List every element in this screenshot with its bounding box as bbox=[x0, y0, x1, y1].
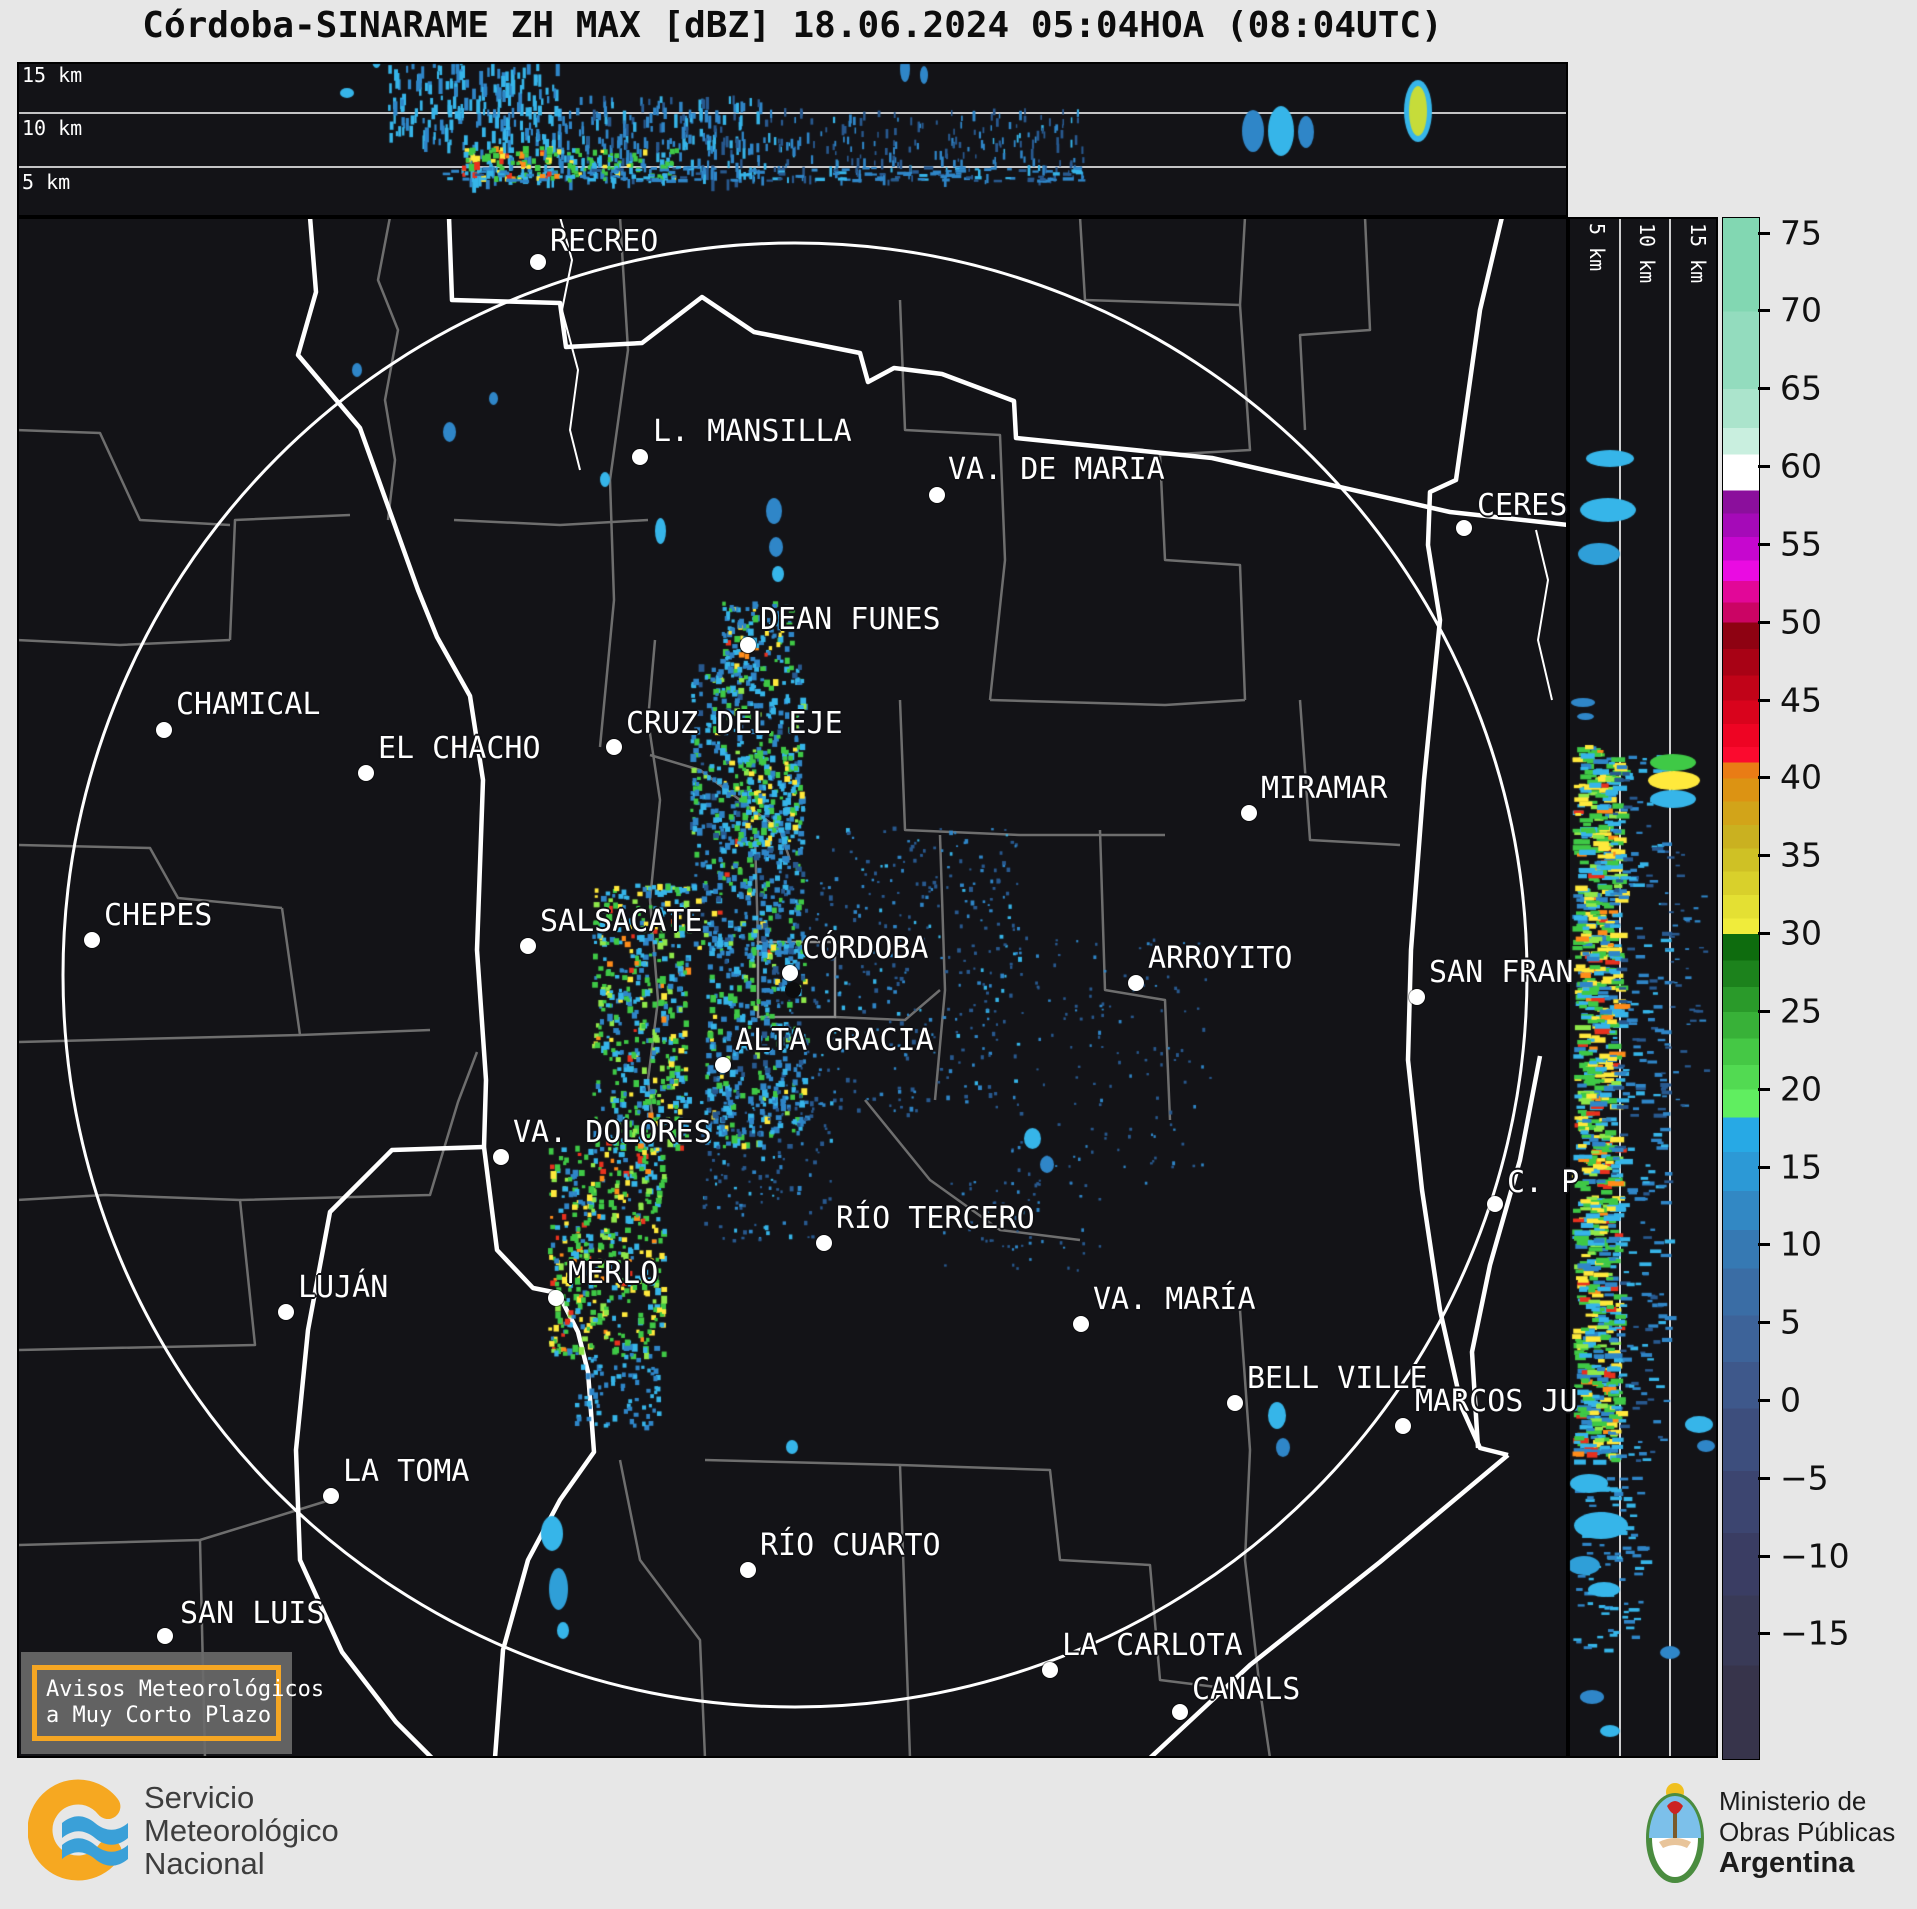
colorbar-tick-label: 35 bbox=[1780, 835, 1822, 875]
colorbar-tick-label: 65 bbox=[1780, 368, 1822, 408]
ministry-text-line: Argentina bbox=[1719, 1846, 1855, 1879]
smn-logo-icon bbox=[28, 1779, 129, 1881]
colorbar-tick-label: 30 bbox=[1780, 913, 1822, 953]
colorbar-tick-label: 0 bbox=[1780, 1380, 1801, 1420]
product-title: Córdoba-SINARAME ZH MAX [dBZ] 18.06.2024… bbox=[142, 5, 1443, 46]
colorbar-tick-label: 75 bbox=[1780, 213, 1822, 253]
colorbar-tick-label: −10 bbox=[1780, 1536, 1850, 1576]
smn-text-line: Nacional bbox=[144, 1845, 265, 1881]
ministry-logo-text: Ministerio de Obras Públicas Argentina bbox=[1719, 1786, 1895, 1879]
colorbar-tick-label: 70 bbox=[1780, 290, 1822, 330]
colorbar-tick-label: 10 bbox=[1780, 1224, 1822, 1264]
colorbar-tick-label: 15 bbox=[1780, 1147, 1822, 1186]
colorbar bbox=[1722, 217, 1760, 1760]
ns-cross-section-panel bbox=[1568, 217, 1718, 1758]
ministry-text-line: Ministerio de bbox=[1719, 1785, 1867, 1816]
colorbar-tick-label: 5 bbox=[1780, 1302, 1801, 1342]
smn-logo-block: Servicio Meteorológico Nacional bbox=[28, 1775, 339, 1885]
colorbar-tick-label: −5 bbox=[1780, 1458, 1829, 1498]
smn-logo-text: Servicio Meteorológico Nacional bbox=[144, 1781, 339, 1880]
colorbar-tick-label: 40 bbox=[1780, 757, 1822, 797]
warning-box-frame: Avisos Meteorológicos a Muy Corto Plazo bbox=[32, 1665, 325, 1741]
ministry-logo-block: Ministerio de Obras Públicas Argentina bbox=[1645, 1780, 1895, 1884]
ew-cross-section-panel bbox=[17, 62, 1568, 217]
colorbar-tick-label: 50 bbox=[1780, 602, 1822, 642]
colorbar-tick-label: −15 bbox=[1780, 1613, 1850, 1653]
map-panel bbox=[17, 217, 1568, 1758]
colorbar-tick-label: 25 bbox=[1780, 991, 1822, 1031]
title-bar: Córdoba-SINARAME ZH MAX [dBZ] 18.06.2024… bbox=[17, 0, 1568, 52]
argentina-coat-of-arms-icon bbox=[1646, 1783, 1704, 1883]
colorbar-tick-label: 55 bbox=[1780, 524, 1822, 564]
warning-line-1: Avisos Meteorológicos bbox=[46, 1677, 325, 1702]
colorbar-tick-label: 60 bbox=[1780, 446, 1822, 486]
warning-box: Avisos Meteorológicos a Muy Corto Plazo bbox=[21, 1652, 325, 1754]
warning-line-2: a Muy Corto Plazo bbox=[46, 1703, 272, 1728]
smn-text-line: Meteorológico bbox=[144, 1812, 339, 1848]
colorbar-tick-label: 20 bbox=[1780, 1069, 1822, 1109]
ministry-text-line: Obras Públicas bbox=[1719, 1816, 1896, 1847]
smn-text-line: Servicio bbox=[144, 1779, 255, 1815]
colorbar-tick-label: 45 bbox=[1780, 680, 1822, 720]
